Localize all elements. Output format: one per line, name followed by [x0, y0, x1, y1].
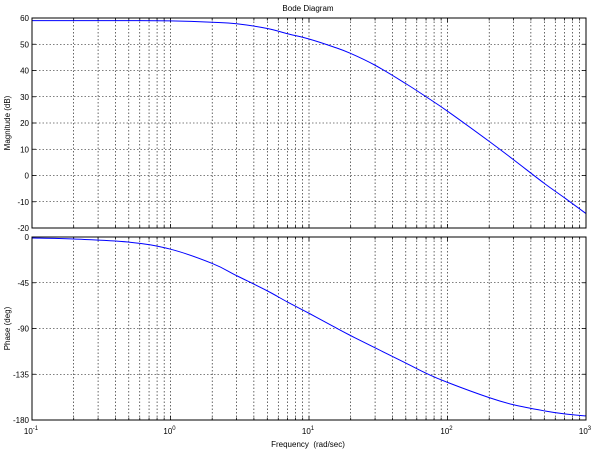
- x-tick-label: 100: [163, 426, 176, 436]
- y-tick-label: 20: [20, 119, 29, 128]
- phase-y-ticks: 0 -45 -90 -135 -180: [13, 233, 586, 425]
- y-tick-label: 10: [20, 145, 29, 154]
- y-tick-label: 60: [20, 14, 29, 23]
- magnitude-grid: [32, 18, 586, 228]
- y-tick-label: 50: [20, 40, 29, 49]
- y-tick-label: -90: [17, 325, 29, 334]
- x-tick-label: 102: [440, 426, 453, 436]
- y-tick-label: -45: [17, 279, 29, 288]
- y-tick-label: 0: [25, 172, 30, 181]
- x-tick-label: 103: [579, 426, 592, 436]
- x-tick-label: 101: [302, 426, 315, 436]
- magnitude-series-line: [32, 20, 587, 214]
- phase-y-axis-label: Phase (deg): [3, 306, 12, 350]
- phase-grid: [32, 237, 586, 420]
- phase-series-line: [31, 237, 587, 417]
- x-tick-label: 10-1: [24, 426, 39, 436]
- y-tick-label: 30: [20, 93, 29, 102]
- phase-axes-frame: [31, 236, 587, 421]
- y-tick-label: 40: [20, 67, 29, 76]
- y-tick-label: -20: [17, 224, 29, 233]
- phase-x-ticks: 10-1 100 101 102 103: [24, 426, 592, 436]
- chart-title: Bode Diagram: [282, 4, 333, 13]
- y-tick-label: -180: [13, 416, 30, 425]
- y-tick-label: -135: [13, 370, 30, 379]
- magnitude-y-ticks: -20 -10 0 10 20 30 40 50 60: [17, 14, 586, 233]
- x-axis-label: Frequency (rad/sec): [271, 440, 345, 449]
- y-tick-label: 0: [25, 233, 30, 242]
- y-tick-label: -10: [17, 198, 29, 207]
- magnitude-y-axis-label: Magnitude (dB): [3, 95, 12, 150]
- magnitude-axes-frame: [31, 17, 587, 229]
